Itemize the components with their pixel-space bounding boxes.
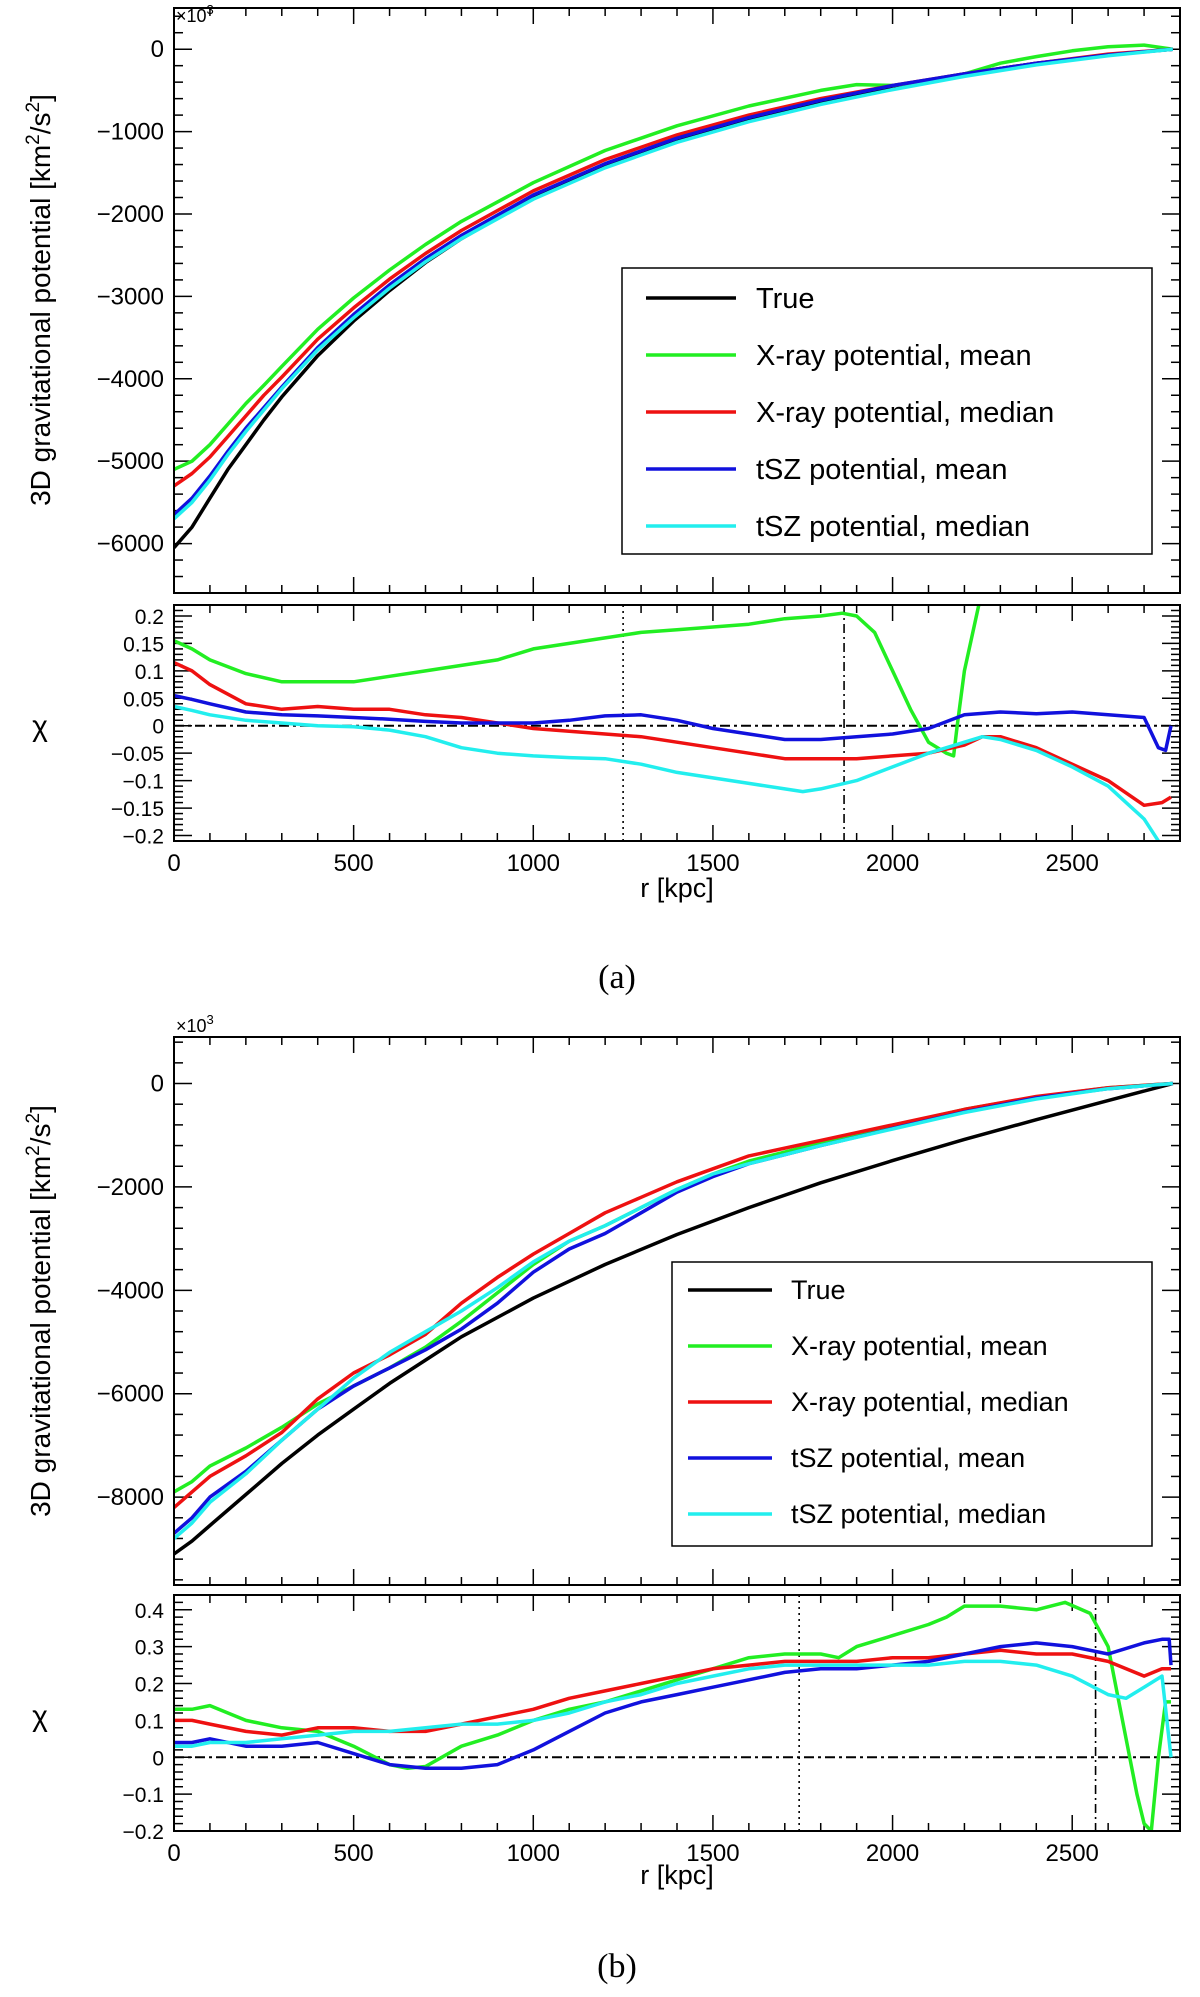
panel-b-top-series-tsz-potential-median xyxy=(175,1081,1173,1540)
panel-b-legend-label-xray-median: X-ray potential, median xyxy=(791,1387,1069,1417)
panel-b-bottom-ytick-label: −0.1 xyxy=(123,1784,164,1807)
panel-a-bottom-series-tsz-potential-mean xyxy=(175,694,1173,753)
panel-b-bottom-ytick-label: 0.1 xyxy=(135,1710,164,1733)
panel-a-top-series xyxy=(175,43,1174,549)
panel-a-bottom-series-tsz-potential-median xyxy=(175,704,1160,840)
panel-b-bottom-series xyxy=(175,1600,1173,1830)
panel-a-xtick-label-1500: 1500 xyxy=(686,850,739,877)
panel-a-xlabel: r [kpc] xyxy=(640,873,714,903)
panel-a-bottom-ytick-label: 0.15 xyxy=(123,633,164,656)
panel-a-xtick-label-0: 0 xyxy=(167,850,180,877)
panel-b-bottom-series-x-ray-potential-mean xyxy=(175,1600,1171,1830)
panel-a-top-ytick-label: −6000 xyxy=(97,531,164,558)
panel-b-caption: (b) xyxy=(597,1948,637,1985)
panel-a-legend-label-tsz-median: tSZ potential, median xyxy=(756,511,1030,543)
panel-b-legend-label-xray-mean: X-ray potential, mean xyxy=(791,1331,1048,1361)
panel-a-top-ytick-label: −2000 xyxy=(97,201,164,228)
panel-a-top-ticks: 0 −1000 −2000 −3000 −4000 −5000 −6000 xyxy=(97,8,1181,594)
panel-b-bottom-frame xyxy=(173,1594,1181,1832)
panel-a-top-series-tsz-potential-mean xyxy=(175,47,1173,516)
panel-a-top-series-tsz-potential-median xyxy=(175,47,1173,521)
panel-a-top-ylabel: 3D gravitational potential [km2/s2] xyxy=(23,94,56,506)
panel-a-legend-label-xray-median: X-ray potential, median xyxy=(756,397,1054,429)
panel-a: ×103 3D gravitational potential [km2/s2]… xyxy=(23,2,1181,996)
panel-b-multiplier: ×103 xyxy=(176,1012,214,1036)
panel-b-bottom-series-tsz-potential-median xyxy=(175,1659,1173,1758)
panel-a-bottom-ytick-label: −0.05 xyxy=(111,743,164,766)
panel-a-bottom-ytick-label: 0.1 xyxy=(135,661,164,684)
panel-a-bottom-ytick-label: −0.1 xyxy=(123,771,164,794)
panel-a-bottom-ytick-label: −0.15 xyxy=(111,798,164,821)
panel-b-xtick-label-1000: 1000 xyxy=(507,1840,560,1867)
panel-b-top-ytick-label: −2000 xyxy=(97,1174,164,1201)
panel-b-bottom-ytick-label: 0 xyxy=(152,1747,164,1770)
panel-b-xtick-label-500: 500 xyxy=(334,1840,374,1867)
panel-b-bottom-ytick-label: 0.2 xyxy=(135,1674,164,1697)
panel-a-legend-label-xray-mean: X-ray potential, mean xyxy=(756,340,1032,372)
panel-a-bottom-ylabel: χ xyxy=(32,710,48,743)
panel-a-bottom-frame xyxy=(173,604,1181,842)
panel-b-xtick-label-2500: 2500 xyxy=(1046,1840,1099,1867)
panel-a-legend-label-tsz-mean: tSZ potential, mean xyxy=(756,454,1007,486)
panel-b-bottom-ytick-label: 0.4 xyxy=(135,1600,165,1623)
panel-a-bottom-ytick-label: 0 xyxy=(152,716,164,739)
panel-b-legend: True X-ray potential, mean X-ray potenti… xyxy=(671,1261,1153,1547)
panel-a-multiplier: ×103 xyxy=(176,2,214,26)
panel-b-bottom-ylabel: χ xyxy=(32,1700,48,1733)
panel-b-bottom-ytick-label: 0.3 xyxy=(135,1637,164,1660)
panel-b-top-ytick-label: −6000 xyxy=(97,1381,164,1408)
panel-a-top-ytick-label: −4000 xyxy=(97,366,164,393)
panel-a-top-ytick-label: −3000 xyxy=(97,283,164,310)
panel-a-legend-label-true: True xyxy=(756,283,815,315)
panel-b-bottom-series-tsz-potential-mean xyxy=(175,1637,1173,1771)
panel-b-bottom-ticks: 0 500 1000 1500 2000 2500 0.4 0.3 0.2 0.1 0 −0.1 −0.… xyxy=(123,1594,1181,1867)
panel-b-legend-box xyxy=(671,1261,1153,1547)
panel-a-bottom-series-x-ray-potential-mean xyxy=(175,606,981,758)
panel-b-top-ytick-label: 0 xyxy=(151,1071,164,1098)
panel-a-top-ytick-label: −5000 xyxy=(97,448,164,475)
panel-a-top-ytick-label: −1000 xyxy=(97,119,164,146)
panel-b-xtick-label-0: 0 xyxy=(167,1840,180,1867)
panel-b-top-series-true xyxy=(175,1081,1174,1556)
panel-a-caption: (a) xyxy=(598,959,636,996)
panel-a-top-ytick-label: 0 xyxy=(151,36,164,63)
panel-a-bottom-ticks: 0 500 1000 1500 2000 2500 0.2 0.15 0.1 0.05 0 −0.05… xyxy=(111,604,1181,877)
panel-a-bottom-series-x-ray-potential-median xyxy=(175,661,1172,808)
panel-a-legend: True X-ray potential, mean X-ray potenti… xyxy=(621,267,1153,555)
panel-b-bottom-ytick-label: −0.2 xyxy=(123,1821,164,1844)
panel-a-bottom-ytick-label: 0.2 xyxy=(135,606,164,629)
panel-b-top-series-x-ray-potential-median xyxy=(175,1081,1173,1509)
panel-b-xtick-label-1500: 1500 xyxy=(686,1840,739,1867)
panel-a-top-series-x-ray-potential-mean xyxy=(175,43,1174,471)
panel-b-top-ticks: 0 −2000 −4000 −6000 −8000 xyxy=(97,1037,1181,1585)
panel-b: ×103 3D gravitational potential [km2/s2]… xyxy=(23,1012,1181,1985)
panel-b-xtick-label-2000: 2000 xyxy=(866,1840,919,1867)
panel-a-bottom-series xyxy=(175,606,1173,840)
panel-b-top-ylabel: 3D gravitational potential [km2/s2] xyxy=(23,1105,56,1517)
panel-b-top-series xyxy=(175,1081,1174,1556)
panel-b-legend-label-true: True xyxy=(791,1275,846,1305)
panel-a-bottom-ytick-label: −0.2 xyxy=(123,826,164,849)
panel-a-xtick-label-500: 500 xyxy=(334,850,374,877)
panel-b-top-ytick-label: −4000 xyxy=(97,1277,164,1304)
panel-b-legend-label-tsz-mean: tSZ potential, mean xyxy=(791,1443,1025,1473)
panel-b-xlabel: r [kpc] xyxy=(640,1860,714,1890)
panel-b-bottom-series-x-ray-potential-median xyxy=(175,1648,1171,1737)
panel-a-xtick-label-1000: 1000 xyxy=(507,850,560,877)
panel-a-bottom-ytick-label: 0.05 xyxy=(123,688,164,711)
panel-b-top-ytick-label: −8000 xyxy=(97,1484,164,1511)
panel-b-legend-label-tsz-median: tSZ potential, median xyxy=(791,1499,1046,1529)
panel-a-xtick-label-2000: 2000 xyxy=(866,850,919,877)
panel-a-xtick-label-2500: 2500 xyxy=(1046,850,1099,877)
